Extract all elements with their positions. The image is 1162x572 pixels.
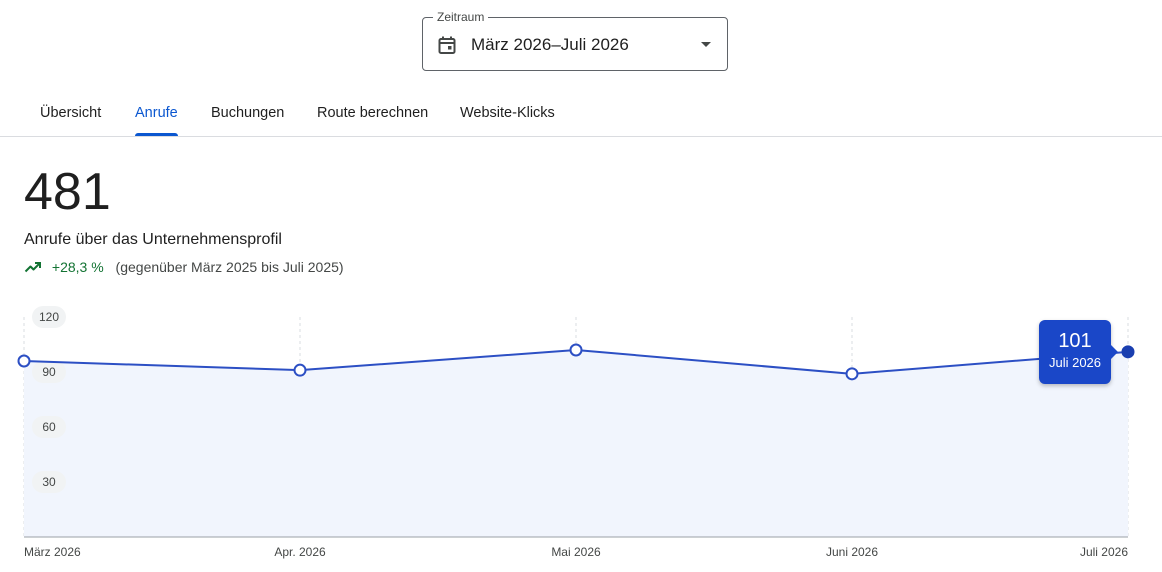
y-tick-bg	[32, 361, 66, 383]
total-calls-value: 481	[24, 163, 111, 221]
calls-line-chart: 120 90 60 30 März 2026 Apr. 2026 Mai 2026 Juni…	[17, 306, 1135, 559]
data-point-selected[interactable]	[1121, 345, 1135, 359]
tooltip-value: 101	[1058, 330, 1092, 352]
x-tick-label: Apr. 2026	[274, 545, 326, 559]
tooltip-date: Juli 2026	[1048, 355, 1102, 370]
y-tick-label: 60	[42, 420, 56, 434]
tab-website-klicks[interactable]: Website-Klicks	[460, 105, 555, 121]
y-tick-bg	[32, 306, 66, 328]
data-point[interactable]	[293, 363, 307, 377]
date-range-value: März 2026–Juli 2026	[471, 35, 629, 54]
active-tab-indicator	[135, 133, 178, 136]
y-tick-bg	[32, 471, 66, 493]
trending-up-icon	[24, 262, 41, 273]
data-point[interactable]	[569, 343, 583, 357]
change-percent: +28,3 %	[51, 259, 104, 275]
y-tick-label: 30	[42, 475, 56, 489]
y-tick-label: 120	[39, 310, 59, 324]
chart-tooltip: 101 Juli 2026	[1039, 320, 1118, 384]
date-range-select[interactable]: Zeitraum März 2026–Juli 2026	[422, 10, 728, 71]
tab-buchungen[interactable]: Buchungen	[211, 105, 285, 121]
change-row: +28,3 % (gegenüber März 2025 bis Juli 20…	[24, 258, 344, 276]
y-tick-bg	[32, 416, 66, 438]
date-range-label: Zeitraum	[433, 10, 489, 24]
tab-anrufe[interactable]: Anrufe	[135, 105, 178, 121]
y-tick-label: 90	[42, 365, 56, 379]
tab-bar: Übersicht Anrufe Buchungen Route berechn…	[0, 92, 1162, 137]
tab-route-berechnen[interactable]: Route berechnen	[317, 105, 429, 121]
tab-uebersicht[interactable]: Übersicht	[40, 105, 102, 121]
metric-label: Anrufe über das Unternehmensprofil	[24, 231, 282, 248]
data-point[interactable]	[845, 367, 859, 381]
x-tick-label: Juni 2026	[826, 545, 878, 559]
chart-area-fill	[24, 350, 1128, 537]
tooltip-arrow	[1111, 345, 1118, 359]
data-point[interactable]	[17, 354, 31, 368]
x-tick-label: Juli 2026	[1080, 545, 1128, 559]
comparison-text: (gegenüber März 2025 bis Juli 2025)	[115, 259, 344, 275]
calendar-icon	[438, 36, 456, 54]
chevron-down-icon	[701, 42, 711, 47]
x-tick-label: Mai 2026	[551, 545, 601, 559]
x-tick-label: März 2026	[24, 545, 81, 559]
